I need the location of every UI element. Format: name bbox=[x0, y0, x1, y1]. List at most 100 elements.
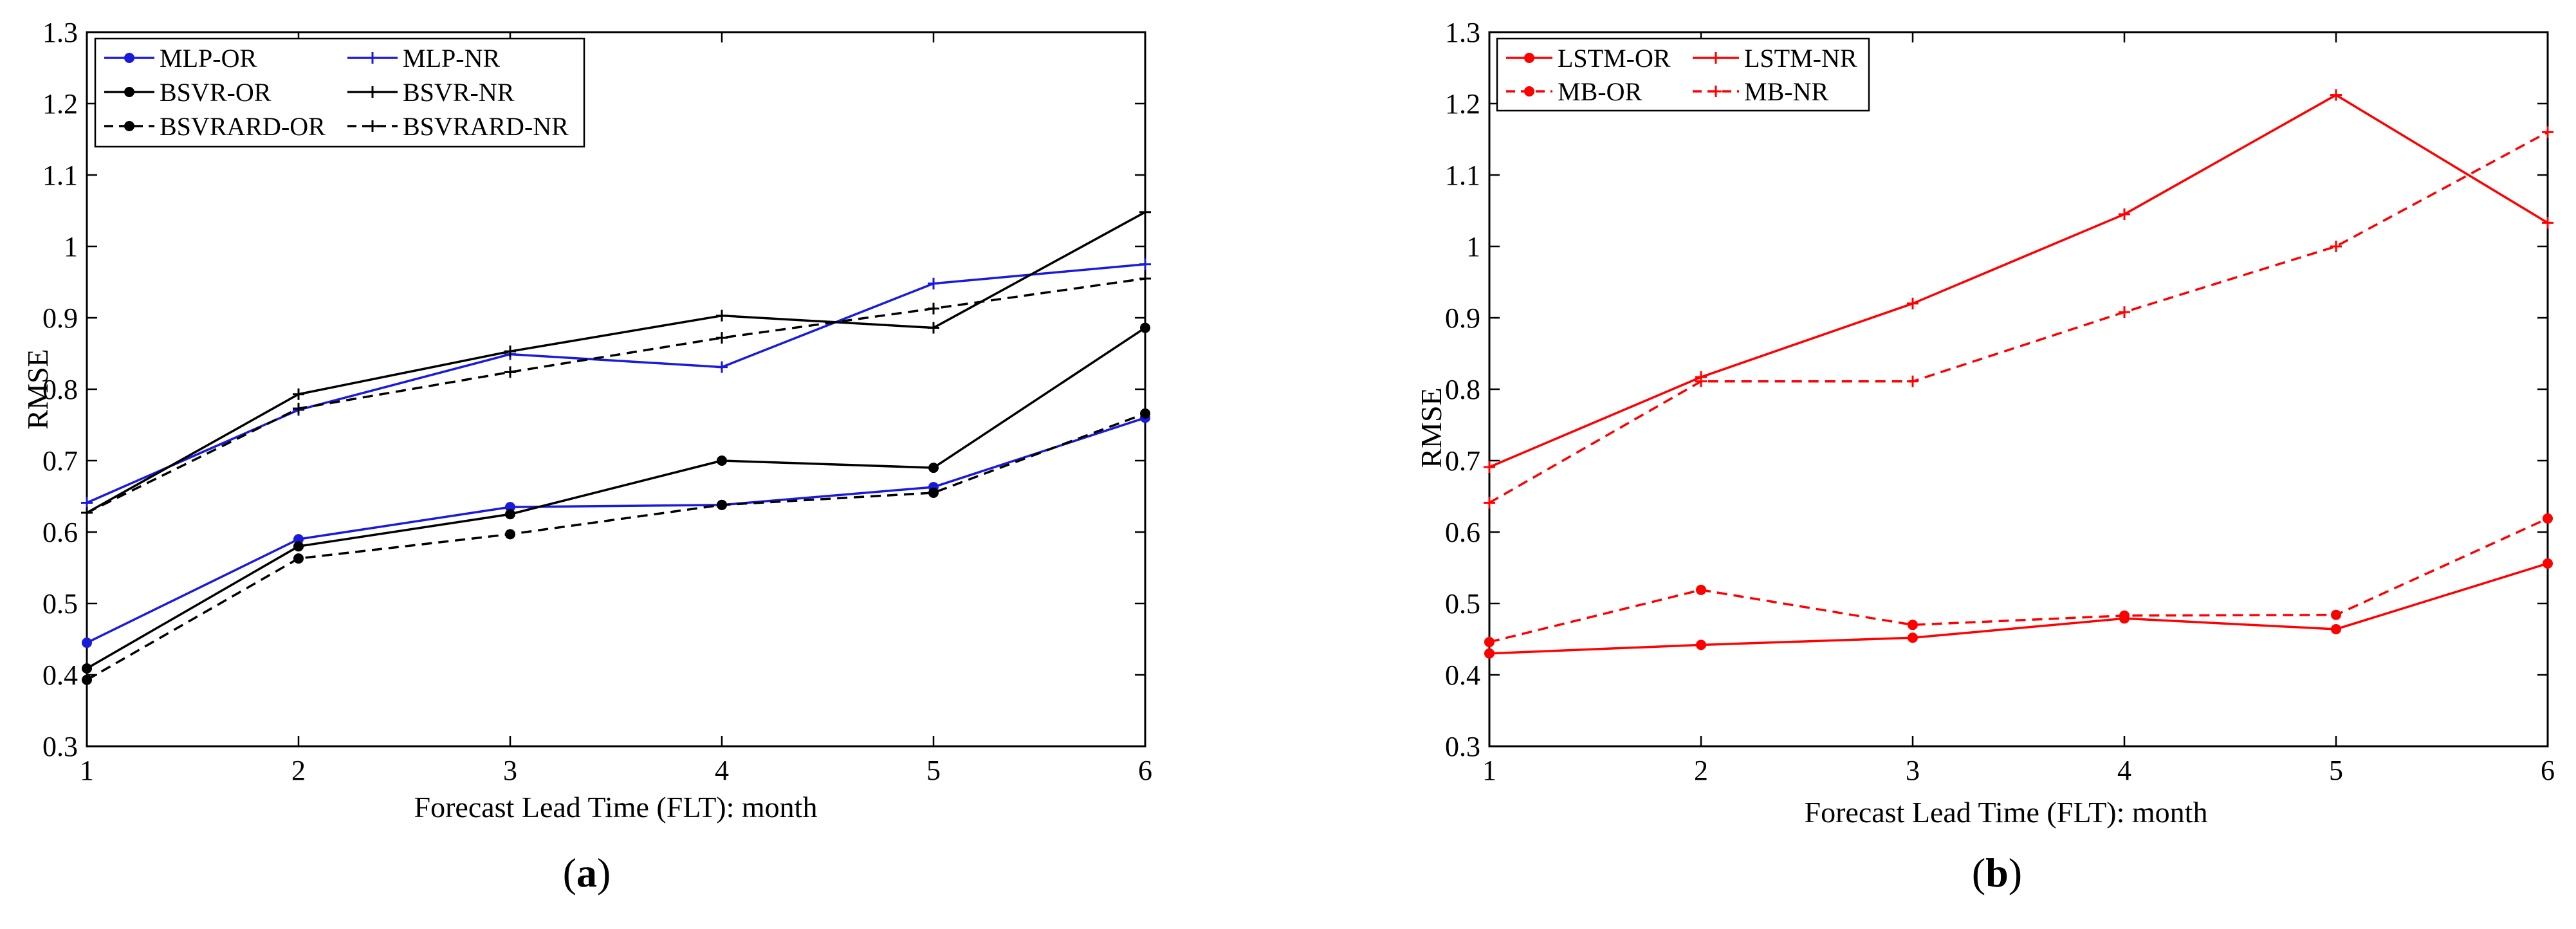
panel-b-ytick-label: 1.3 bbox=[1445, 17, 1480, 48]
series-bsvrard-or-line bbox=[86, 412, 1146, 681]
panel-b-y-axis: 0.3 0.4 0.5 0.6 0.7 0.8 0.9 1 1.1 1.2 1.3 bbox=[1445, 17, 2548, 762]
legend-entry-mb-or: MB-OR bbox=[1506, 77, 1642, 106]
series-lstm-nr-point bbox=[2119, 208, 2130, 221]
series-lstm-or bbox=[1484, 558, 2553, 659]
series-bsvrard-or-point bbox=[82, 674, 92, 685]
series-bsvr-or-point bbox=[293, 541, 304, 552]
panel-a-x-axis-label: Forecast Lead Time (FLT): month bbox=[414, 791, 818, 823]
panel-b-ytick-label: 0.4 bbox=[1445, 659, 1480, 691]
legend-entry-mlp-nr: MLP-NR bbox=[347, 44, 500, 73]
series-bsvrard-nr-line bbox=[86, 277, 1146, 514]
series-lstm-nr-point bbox=[2542, 217, 2553, 229]
legend-bsvr-nr-label: BSVR-NR bbox=[403, 78, 515, 107]
legend-entry-bsvrard-nr: BSVRARD-NR bbox=[347, 112, 569, 141]
series-lstm-nr-point bbox=[1484, 461, 1495, 473]
panel-b-label-letter: b bbox=[1985, 850, 2009, 896]
legend-bsvr-or-label: BSVR-OR bbox=[160, 78, 271, 107]
legend-bsvrard-or-label: BSVRARD-OR bbox=[160, 112, 326, 141]
series-mb-nr bbox=[1484, 126, 2553, 509]
panel-a-ytick-label: 1.2 bbox=[42, 88, 78, 120]
legend-bsvrard-nr-label: BSVRARD-NR bbox=[403, 112, 569, 141]
series-lstm-nr-line bbox=[1489, 93, 2548, 468]
panel-b: 0.3 0.4 0.5 0.6 0.7 0.8 0.9 1 1.1 1.2 1.3 1 2 3 4 5 6 R… bbox=[1415, 17, 2555, 896]
panel-a-ytick-label: 0.4 bbox=[42, 659, 78, 691]
series-mb-or-point bbox=[1696, 584, 1706, 595]
series-bsvr-nr-point bbox=[504, 345, 516, 358]
legend-entry-mb-nr: MB-NR bbox=[1693, 77, 1828, 106]
series-bsvr-nr-line bbox=[86, 211, 1146, 514]
panel-a-ytick-label: 1.3 bbox=[42, 17, 78, 48]
series-mb-nr-point bbox=[2119, 306, 2130, 318]
series-mb-nr-point bbox=[1695, 375, 1707, 387]
series-bsvrard-or-point bbox=[1140, 408, 1150, 419]
series-bsvr-or-line bbox=[86, 327, 1146, 670]
series-bsvrard-nr bbox=[81, 272, 1151, 519]
series-bsvr-or-point bbox=[928, 463, 939, 474]
legend-mlp-or-label: MLP-OR bbox=[160, 44, 257, 73]
series-mb-nr-point bbox=[1907, 375, 1918, 387]
legend-entry-bsvr-or: BSVR-OR bbox=[104, 78, 271, 107]
legend-entry-bsvr-nr: BSVR-NR bbox=[347, 78, 515, 107]
legend-bsvr-nr-marker bbox=[367, 86, 378, 98]
panel-a-xtick-label: 3 bbox=[503, 755, 517, 786]
legend-mb-or-label: MB-OR bbox=[1558, 77, 1642, 106]
series-mlp-nr-point bbox=[1139, 258, 1151, 270]
panel-b-series bbox=[1484, 89, 2553, 659]
panel-a-ytick-label: 0.8 bbox=[42, 374, 78, 405]
series-mb-nr-point bbox=[1484, 497, 1495, 509]
panel-b-label-close: ) bbox=[2009, 850, 2022, 896]
panel-b-ytick-label: 0.9 bbox=[1445, 302, 1480, 334]
panel-a-series bbox=[81, 206, 1151, 685]
series-mlp-nr-point bbox=[928, 277, 939, 290]
legend-mb-or-marker bbox=[1524, 86, 1534, 97]
series-bsvrard-nr-point bbox=[504, 366, 516, 378]
series-lstm-nr-point bbox=[2330, 89, 2342, 101]
panel-a-plot-area bbox=[86, 31, 1146, 748]
panel-a-xtick-label: 5 bbox=[926, 755, 941, 786]
panel-a-y-axis: 0.3 0.4 0.5 0.6 0.7 0.8 0.9 1 1.1 1.2 1.3 bbox=[42, 17, 1145, 762]
legend-bsvr-or-marker bbox=[124, 87, 134, 97]
series-mb-or bbox=[1484, 513, 2553, 647]
legend-mlp-nr-label: MLP-NR bbox=[403, 44, 500, 73]
legend-bsvrard-or-marker bbox=[124, 121, 134, 131]
panel-b-ytick-label: 1 bbox=[1466, 231, 1480, 262]
series-bsvr-nr-point bbox=[293, 388, 304, 400]
panel-b-ytick-label: 1.1 bbox=[1445, 160, 1480, 191]
series-bsvrard-or-point bbox=[505, 529, 515, 540]
series-mlp-nr-point bbox=[81, 497, 93, 509]
series-mlp-or-point bbox=[82, 638, 92, 648]
series-lstm-or-point bbox=[2331, 623, 2341, 634]
series-mlp-nr-point bbox=[716, 361, 728, 373]
series-bsvr-or-point bbox=[717, 455, 727, 466]
series-bsvr-or-point bbox=[505, 509, 515, 520]
panel-a-ytick-label: 0.5 bbox=[42, 588, 78, 620]
panel-b-plot-area bbox=[1488, 31, 2549, 748]
series-mb-or-point bbox=[1908, 620, 1918, 630]
legend-entry-lstm-nr: LSTM-NR bbox=[1693, 44, 1857, 73]
series-lstm-or-point bbox=[1908, 632, 1918, 643]
series-bsvrard-nr-point bbox=[293, 402, 304, 414]
panel-b-xtick-label: 6 bbox=[2541, 755, 2555, 786]
panel-b-ytick-label: 1.2 bbox=[1445, 88, 1480, 120]
legend-bsvrard-nr-marker bbox=[367, 120, 378, 132]
panel-a-xtick-label: 2 bbox=[291, 755, 306, 786]
series-bsvrard-nr-point bbox=[1139, 272, 1151, 284]
legend-entry-mlp-or: MLP-OR bbox=[104, 44, 257, 73]
series-bsvrard-or bbox=[82, 408, 1150, 685]
legend-entry-lstm-or: LSTM-OR bbox=[1506, 44, 1671, 73]
panel-b-xtick-label: 2 bbox=[1694, 755, 1708, 786]
series-lstm-nr bbox=[1484, 89, 2553, 473]
series-bsvr-nr-point bbox=[1139, 206, 1151, 218]
series-mb-or-point bbox=[2119, 610, 2130, 621]
series-bsvrard-nr-point bbox=[928, 302, 939, 315]
panel-a-ytick-label: 1 bbox=[64, 231, 78, 262]
series-lstm-or-line bbox=[1489, 562, 2548, 655]
series-bsvrard-nr-point bbox=[81, 507, 93, 519]
panel-b-ytick-label: 0.7 bbox=[1445, 445, 1480, 477]
series-bsvrard-or-point bbox=[928, 487, 939, 498]
panel-b-label-open: ( bbox=[1972, 850, 1985, 896]
series-bsvrard-or-point bbox=[717, 499, 727, 510]
series-bsvr-or-point bbox=[82, 663, 92, 674]
panel-b-label: (b) bbox=[1972, 850, 2022, 896]
legend-mlp-or-marker bbox=[124, 53, 134, 63]
